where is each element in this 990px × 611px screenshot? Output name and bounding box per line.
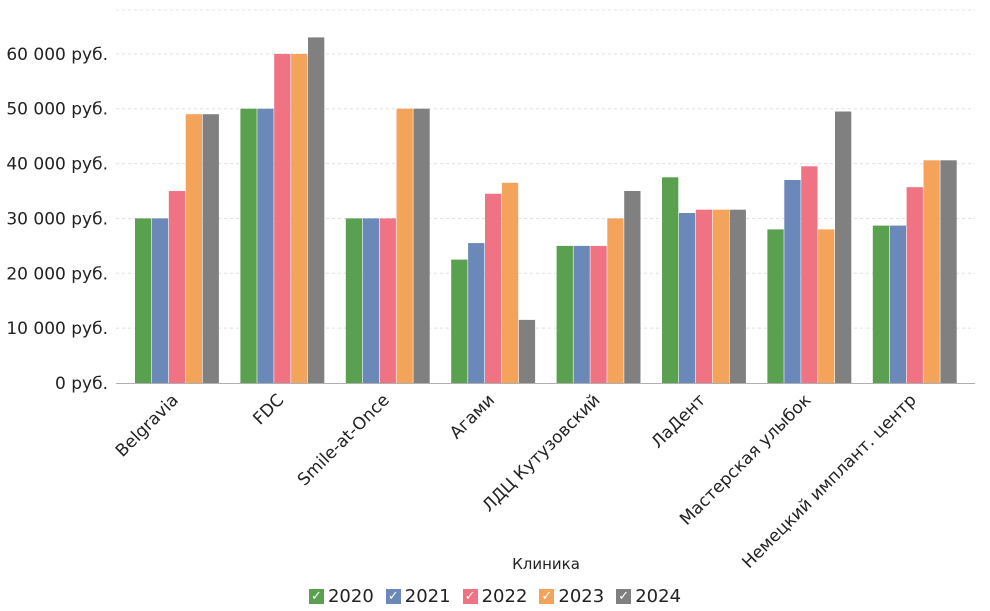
- bar-2023-4: [607, 218, 624, 383]
- bar-2023-7: [923, 160, 940, 383]
- y-axis-ticks: 0 руб. 10 000 руб. 20 000 руб. 30 000 руб. 4…: [6, 45, 108, 394]
- legend-item-2022[interactable]: ✓ 2022: [462, 585, 528, 607]
- legend-item-2023[interactable]: ✓ 2023: [539, 586, 604, 607]
- bar-2022-4: [590, 245, 607, 383]
- y-tick-label: 60 000 руб.: [6, 45, 108, 65]
- bar-2021-1: [257, 108, 274, 383]
- bar-2023-2: [396, 108, 413, 383]
- checkmark-icon: ✓: [385, 588, 401, 604]
- bar-2021-6: [784, 180, 801, 383]
- bar-2021-2: [362, 218, 379, 383]
- legend: ✓ 2020 ✓ 2021 ✓ 2022 ✓ 2023 ✓ 2024: [0, 583, 990, 609]
- y-tick-label: 50 000 руб.: [6, 100, 108, 120]
- legend-label: 2020: [327, 585, 374, 607]
- bar-2021-7: [889, 225, 906, 383]
- bar-2020-5: [662, 177, 679, 383]
- legend-label: 2024: [635, 585, 682, 607]
- bar-2024-7: [940, 160, 957, 383]
- checkmark-icon: ✓: [308, 588, 324, 604]
- x-tick-label: Belgravia: [112, 390, 183, 461]
- x-tick-label: Немецкий имплант. центр: [738, 390, 920, 572]
- x-tick-label: ЛаДент: [648, 390, 710, 452]
- bar-2024-2: [413, 108, 430, 383]
- bar-2021-0: [151, 218, 169, 383]
- legend-item-2021[interactable]: ✓ 2021: [385, 585, 451, 607]
- bar-2023-3: [501, 182, 519, 383]
- bar-2021-5: [678, 213, 696, 383]
- x-tick-label: Smile-at-Once: [294, 390, 394, 490]
- bar-2022-0: [168, 191, 186, 383]
- bar-2023-5: [712, 209, 729, 383]
- legend-item-2020[interactable]: ✓ 2020: [308, 585, 374, 607]
- y-tick-label: 20 000 руб.: [6, 264, 108, 284]
- x-tick-label: Агами: [446, 390, 499, 443]
- bar-2024-0: [202, 114, 219, 383]
- bar-2022-7: [906, 187, 923, 383]
- bar-2023-0: [185, 114, 202, 383]
- legend-item-2024[interactable]: ✓ 2024: [616, 586, 681, 607]
- legend-label: 2023: [558, 585, 605, 607]
- checkmark-icon: ✓: [462, 588, 478, 604]
- bar-2021-4: [573, 245, 590, 383]
- bar-2023-6: [818, 229, 835, 383]
- y-tick-label: 0 руб.: [55, 374, 108, 394]
- bar-2022-2: [379, 218, 396, 383]
- bar-2020-0: [135, 218, 152, 383]
- bar-2022-1: [274, 53, 291, 384]
- bar-2024-5: [729, 209, 746, 383]
- bar-2024-1: [308, 37, 325, 384]
- bar-2023-1: [291, 53, 308, 384]
- bar-2020-7: [872, 225, 890, 383]
- legend-label: 2022: [481, 585, 528, 607]
- x-tick-label: FDC: [249, 390, 288, 429]
- bar-2021-3: [468, 243, 485, 383]
- bar-2024-3: [518, 319, 536, 383]
- bar-2020-1: [240, 108, 257, 383]
- bar-2024-6: [835, 111, 852, 383]
- checkmark-icon: ✓: [616, 588, 632, 604]
- bar-2020-4: [556, 245, 573, 383]
- checkmark-icon: ✓: [539, 588, 555, 604]
- bar-2020-3: [451, 259, 468, 383]
- bar-2022-3: [485, 193, 502, 383]
- bar-2022-5: [695, 209, 713, 383]
- y-tick-label: 10 000 руб.: [6, 319, 108, 339]
- bar-2020-2: [345, 218, 363, 383]
- y-tick-label: 30 000 руб.: [6, 209, 108, 229]
- bar-2022-6: [801, 166, 818, 383]
- x-tick-label: ЛДЦ Кутузовский: [479, 390, 605, 516]
- bars: [135, 37, 957, 384]
- legend-label: 2021: [404, 585, 451, 607]
- x-axis-label: Клиника: [512, 555, 580, 573]
- bar-2020-6: [767, 229, 784, 383]
- bar-2024-4: [624, 191, 641, 383]
- y-tick-label: 40 000 руб.: [6, 155, 108, 175]
